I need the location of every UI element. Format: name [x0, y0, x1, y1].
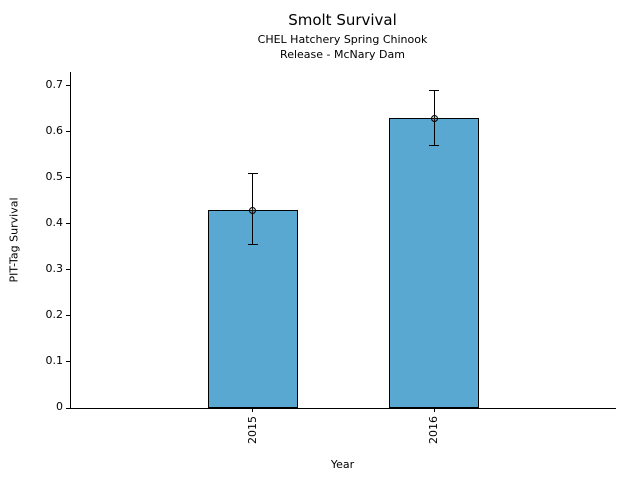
y-tick-mark [66, 131, 71, 133]
y-tick-mark [66, 315, 71, 317]
error-bar-cap-top-2016 [429, 89, 440, 91]
y-tick-label: 0.4 [45, 215, 64, 229]
y-tick-label: 0.6 [45, 123, 64, 137]
x-tick-mark-2015 [252, 408, 254, 412]
chart-subtitle-hatchery: CHEL Hatchery Spring Chinook [257, 33, 428, 46]
y-tick-label: 0.5 [45, 169, 64, 183]
mean-marker-2015 [249, 206, 257, 214]
y-tick-label: 0.1 [45, 353, 64, 367]
y-tick-label: 0 [56, 400, 63, 413]
y-tick-mark [66, 407, 71, 409]
y-tick-label: 0.2 [45, 307, 64, 321]
x-tick-mark-2016 [433, 408, 435, 412]
y-tick-mark [66, 223, 71, 225]
y-tick-mark [66, 85, 71, 87]
x-tick-label-2016: 2016 [427, 416, 441, 444]
chart-subtitle-release: Release - McNary Dam [280, 48, 405, 61]
y-tick-label: 0.3 [45, 261, 64, 275]
mean-marker-2016 [430, 114, 438, 122]
y-tick-mark [66, 177, 71, 179]
error-bar-cap-bottom-2015 [247, 244, 258, 246]
y-tick-mark [66, 361, 71, 363]
y-tick-label: 0.7 [45, 77, 64, 91]
y-tick-mark [66, 269, 71, 271]
bar-2016 [389, 118, 480, 408]
x-tick-label-2015: 2015 [245, 416, 259, 444]
error-bar-cap-top-2015 [247, 172, 258, 174]
error-bar-cap-bottom-2016 [429, 145, 440, 147]
plot-area: 0 0.1 0.2 0.3 0.4 0.5 0.6 0.7 2015 2016 [46, 72, 616, 444]
x-axis-label: Year [330, 458, 355, 471]
chart-title: Smolt Survival [288, 11, 397, 29]
